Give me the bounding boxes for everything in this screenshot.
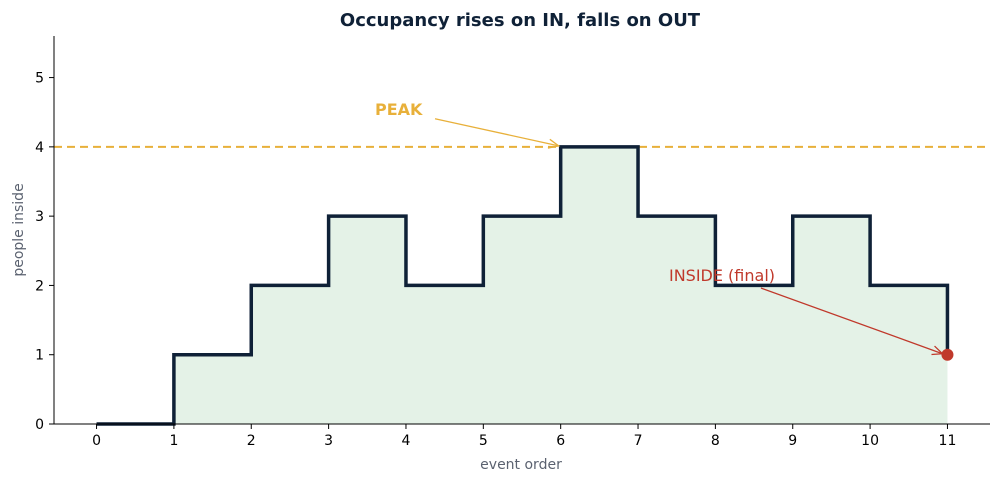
x-tick-label: 2: [247, 433, 256, 449]
y-tick-label: 5: [35, 71, 44, 87]
x-tick-label: 3: [324, 433, 333, 449]
peak-annotation-label: PEAK: [375, 100, 423, 119]
peak-annotation-arrow: [434, 118, 559, 147]
x-tick-label: 5: [479, 433, 488, 449]
y-tick-label: 0: [35, 417, 44, 433]
peak-annotation-arrow-head: [547, 138, 561, 149]
x-tick-label: 0: [92, 433, 101, 449]
x-tick-label: 4: [402, 433, 411, 449]
x-tick-label: 11: [939, 433, 957, 449]
final-annotation-arrow: [760, 287, 943, 355]
y-tick-label: 3: [35, 209, 44, 225]
x-tick-label: 10: [861, 433, 879, 449]
x-tick-label: 7: [634, 433, 643, 449]
x-tick-label: 1: [169, 433, 178, 449]
y-axis-label: people inside: [11, 183, 27, 276]
x-axis-label: event order: [480, 457, 562, 473]
final-point-marker: [941, 348, 954, 361]
x-tick-label: 6: [556, 433, 565, 449]
final-annotation-label: INSIDE (final): [669, 266, 775, 285]
y-tick-label: 2: [35, 278, 44, 294]
y-tick-label: 1: [35, 348, 44, 364]
x-tick-label: 8: [711, 433, 720, 449]
plot-area: 0 1 2 3 4 5 6 7 8 9 10 11 0 1 2 3 4 5 PEAK INSIDE (final): [35, 36, 990, 449]
chart-title: Occupancy rises on IN, falls on OUT: [340, 10, 701, 31]
occupancy-step-line: [96, 145, 950, 426]
y-tick-label: 4: [35, 140, 44, 156]
x-tick-label: 9: [788, 433, 797, 449]
